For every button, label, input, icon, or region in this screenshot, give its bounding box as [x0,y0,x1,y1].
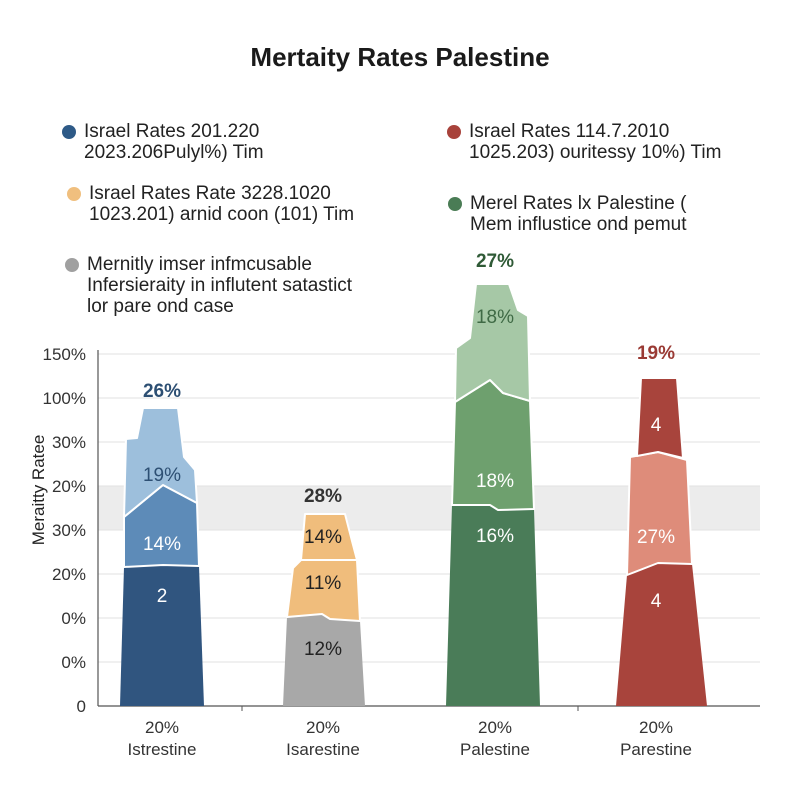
y-tick-label: 0% [61,609,86,628]
x-tick-label: 20% [639,718,673,737]
segment-label: 4 [651,415,662,436]
legend-text: Mem influstice ond pemut [470,214,687,235]
x-tick-label: 20% [306,718,340,737]
legend-text: Israel Rates 201.220 [84,121,260,142]
segment-label: 11% [305,573,342,594]
legend-text: 2023.206Pulyl%) Tim [84,142,264,163]
legend-item-grey: Mernitly imser infmcusable Infersieraity… [65,254,353,317]
legend-text: Infersieraity in influtent satastict [87,275,353,296]
y-tick-label: 30% [52,433,86,452]
legend-text: 1025.203) ouritessy 10%) Tim [469,142,722,163]
legend-text: Israel Rates Rate 3228.1020 [89,183,331,204]
bar-total-label: 26% [143,381,181,402]
segment-label: 18% [476,307,514,328]
segment-label: 16% [476,526,514,547]
y-axis-label: Meraitty Ratee [29,435,48,546]
segment-label: 4 [651,591,662,612]
legend-dot-icon [67,187,81,201]
legend-item-blue: Israel Rates 201.220 2023.206Pulyl%) Tim [62,121,264,163]
legend-dot-icon [447,125,461,139]
bar-segment [454,283,531,403]
bar-segment [123,407,198,518]
segment-label: 2 [157,586,168,607]
legend-dot-icon [62,125,76,139]
segment-label: 19% [143,465,181,486]
x-tick-label: Parestine [620,740,692,759]
segment-label: 27% [637,527,675,548]
chart-title: Mertaity Rates Palestine [250,42,550,72]
bar-segment [636,377,684,459]
x-tick-label: Isarestine [286,740,360,759]
legend-item-red: Israel Rates 114.7.2010 1025.203) ourite… [447,121,722,163]
y-tick-label: 0 [77,697,86,716]
x-tick-label: Istrestine [128,740,197,759]
bar-segment [300,513,358,561]
x-tick-label: 20% [145,718,179,737]
bar-segment [120,565,204,706]
segment-label: 12% [304,639,342,660]
bar-total-label: 28% [304,486,342,507]
legend-text: Mernitly imser infmcusable [87,254,312,275]
y-tick-label: 150% [43,345,86,364]
bar-segment [616,563,707,706]
bar-total-label: 27% [476,251,514,272]
legend-text: Israel Rates 114.7.2010 [469,121,670,142]
y-tick-label: 20% [52,565,86,584]
bar-segment [626,451,693,576]
legend-text: Merel Rates lx Palestine ( [470,193,687,214]
bar-segment [446,505,540,706]
y-tick-label: 30% [52,521,86,540]
y-tick-label: 100% [43,389,86,408]
segment-label: 14% [304,527,342,548]
bar-total-label: 19% [637,343,675,364]
legend-dot-icon [65,258,79,272]
legend-text: 1023.201) arnid coon (101) Tim [89,204,355,225]
legend-dot-icon [448,197,462,211]
legend-item-green: Merel Rates lx Palestine ( Mem influstic… [448,193,687,235]
segment-label: 14% [143,534,181,555]
y-tick-label: 0% [61,653,86,672]
x-tick-label: Palestine [460,740,530,759]
x-tick-label: 20% [478,718,512,737]
segment-label: 18% [476,471,514,492]
legend-text: lor pare ond case [87,296,234,317]
legend-item-orange: Israel Rates Rate 3228.1020 1023.201) ar… [67,183,355,225]
y-tick-label: 20% [52,477,86,496]
bar-segment [283,614,365,706]
